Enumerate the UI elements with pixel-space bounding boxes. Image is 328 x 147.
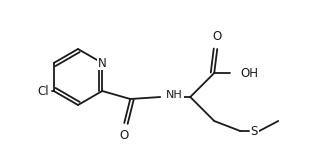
Text: N: N <box>98 56 107 70</box>
Text: Cl: Cl <box>37 85 49 97</box>
Text: O: O <box>213 30 222 43</box>
Text: S: S <box>251 125 258 137</box>
Text: O: O <box>120 129 129 142</box>
Text: NH: NH <box>166 90 183 100</box>
Text: OH: OH <box>240 66 258 80</box>
